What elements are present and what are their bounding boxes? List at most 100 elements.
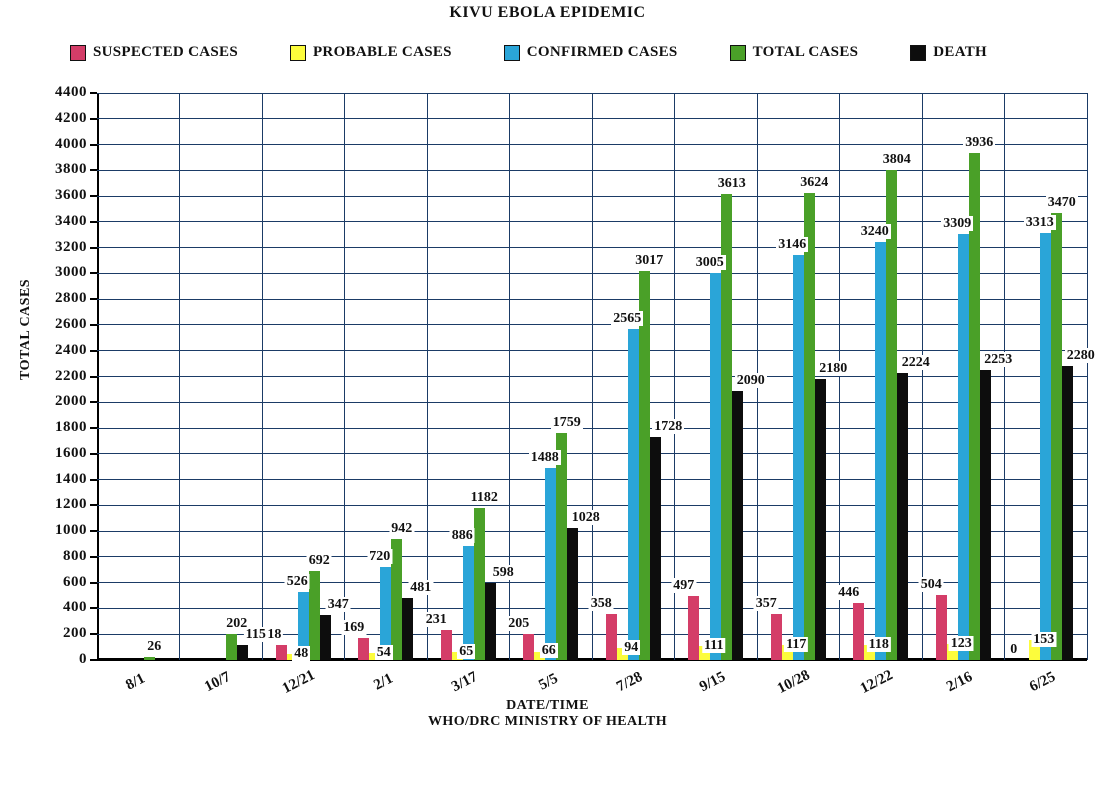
y-tick-mark: [90, 246, 97, 249]
y-tick-label: 3400: [55, 212, 87, 229]
y-tick-label: 3800: [55, 161, 87, 178]
bar-death: [897, 373, 909, 660]
y-tick-mark: [90, 504, 97, 507]
bar-value-label: 720: [367, 549, 393, 565]
y-tick-label: 200: [63, 625, 87, 642]
bar-value-label: 942: [389, 520, 415, 536]
bar-value-label: 598: [490, 564, 516, 580]
bar-value-label: 2224: [899, 355, 932, 371]
grid-line-v: [509, 93, 510, 660]
bar-death: [814, 379, 826, 660]
bar-total-cases: [556, 433, 568, 660]
grid-line-v: [261, 93, 263, 660]
legend-label: DEATH: [933, 44, 988, 60]
bar-suspected-cases: [770, 614, 782, 660]
grid-line-v: [1086, 93, 1088, 660]
bar-death: [979, 369, 991, 660]
legend-label: CONFIRMED CASES: [526, 44, 678, 60]
bar-value-label: 0: [1008, 642, 1020, 657]
y-tick-label: 400: [63, 599, 87, 616]
bar-suspected-cases: [523, 633, 535, 660]
y-tick-mark: [90, 659, 97, 661]
y-tick-mark: [90, 298, 97, 301]
y-tick-mark: [90, 220, 97, 223]
y-tick-label: 1600: [55, 444, 87, 461]
x-axis-title: DATE/TIME: [506, 698, 589, 713]
bar-value-label: 26: [145, 638, 164, 654]
bar-value-label: 3005: [693, 254, 726, 270]
bar-value-label: 1028: [569, 509, 602, 525]
bar-value-label: 497: [671, 577, 697, 593]
bar-total-cases: [1051, 212, 1063, 660]
bar-value-label: 115: [243, 627, 268, 643]
bar-total-cases: [721, 194, 733, 660]
bar-value-label: 504: [918, 577, 944, 593]
bar-suspected-cases: [358, 638, 370, 660]
y-tick-mark: [90, 323, 97, 326]
y-tick-label: 3000: [55, 264, 87, 281]
grid-line-v: [839, 93, 840, 660]
bar-confirmed-cases: [380, 567, 392, 660]
bar-suspected-cases: [688, 595, 700, 660]
bar-probable-cases: [699, 645, 711, 660]
y-tick-mark: [90, 349, 97, 352]
bar-value-label: 481: [408, 580, 434, 596]
x-tick-label: 10/7: [201, 668, 233, 696]
bar-value-label: 2565: [611, 311, 644, 327]
y-tick-label: 3200: [55, 238, 87, 255]
bar-death: [484, 582, 496, 660]
x-tick-label: 12/21: [280, 667, 318, 697]
legend-label: TOTAL CASES: [752, 44, 859, 60]
bar-value-label: 3309: [941, 215, 974, 231]
y-tick-label: 1200: [55, 496, 87, 513]
bar-value-label: 65: [457, 643, 476, 659]
legend-swatch-suspected-cases: [70, 44, 86, 61]
bar-value-label: 2253: [982, 351, 1015, 367]
chart-title: KIVU EBOLA EPIDEMIC: [449, 4, 646, 21]
y-tick-mark: [90, 117, 97, 120]
bar-probable-cases: [946, 644, 958, 660]
bar-probable-cases: [1029, 640, 1041, 660]
legend-item-death: DEATH: [910, 44, 987, 61]
bar-value-label: 2090: [734, 372, 767, 388]
bar-value-label: 3470: [1045, 194, 1078, 210]
bar-value-label: 205: [506, 615, 532, 631]
bar-value-label: 3936: [963, 134, 996, 150]
bar-value-label: 3146: [776, 236, 809, 252]
bar-suspected-cases: [935, 595, 947, 660]
bar-total-cases: [638, 271, 650, 660]
x-tick-label: 5/5: [536, 670, 561, 694]
x-tick-label: 10/28: [775, 667, 813, 697]
legend: SUSPECTED CASES PROBABLE CASES CONFIRMED C…: [70, 44, 987, 61]
y-tick-label: 4400: [55, 84, 87, 100]
grid-line-v: [1004, 93, 1005, 660]
bar-suspected-cases: [275, 644, 287, 660]
y-tick-label: 4200: [55, 109, 87, 126]
bar-value-label: 117: [784, 636, 809, 652]
grid-line-v: [591, 93, 593, 660]
bar-value-label: 358: [588, 595, 614, 611]
bar-value-label: 692: [306, 552, 332, 568]
bar-confirmed-cases: [1040, 233, 1052, 660]
plot-area: 118 169 231 205 358 497 357 446 504 0 48 54 65 66 94 11…: [97, 92, 1095, 661]
bar-value-label: 1728: [652, 419, 685, 435]
bar-value-label: 111: [702, 637, 726, 653]
legend-label: PROBABLE CASES: [312, 44, 452, 60]
x-tick-label: 12/22: [857, 667, 896, 697]
bar-value-label: 3613: [715, 176, 748, 192]
x-tick-label: 7/28: [614, 668, 646, 696]
y-tick-mark: [90, 169, 97, 172]
bar-total-cases: [473, 507, 485, 660]
x-tick-label: 3/17: [449, 668, 481, 696]
x-axis-subtitle: WHO/DRC MINISTRY OF HEALTH: [428, 714, 667, 729]
legend-item-total-cases: TOTAL CASES: [729, 44, 859, 61]
bar-value-label: 94: [622, 639, 641, 655]
bar-confirmed-cases: [462, 545, 474, 660]
y-tick-label: 800: [63, 547, 87, 564]
y-tick-mark: [90, 452, 97, 455]
bar-total-cases: [308, 570, 320, 660]
bar-confirmed-cases: [710, 272, 722, 660]
y-tick-label: 1400: [55, 470, 87, 487]
bar-value-label: 48: [292, 645, 311, 661]
legend-item-probable-cases: PROBABLE CASES: [289, 44, 452, 61]
